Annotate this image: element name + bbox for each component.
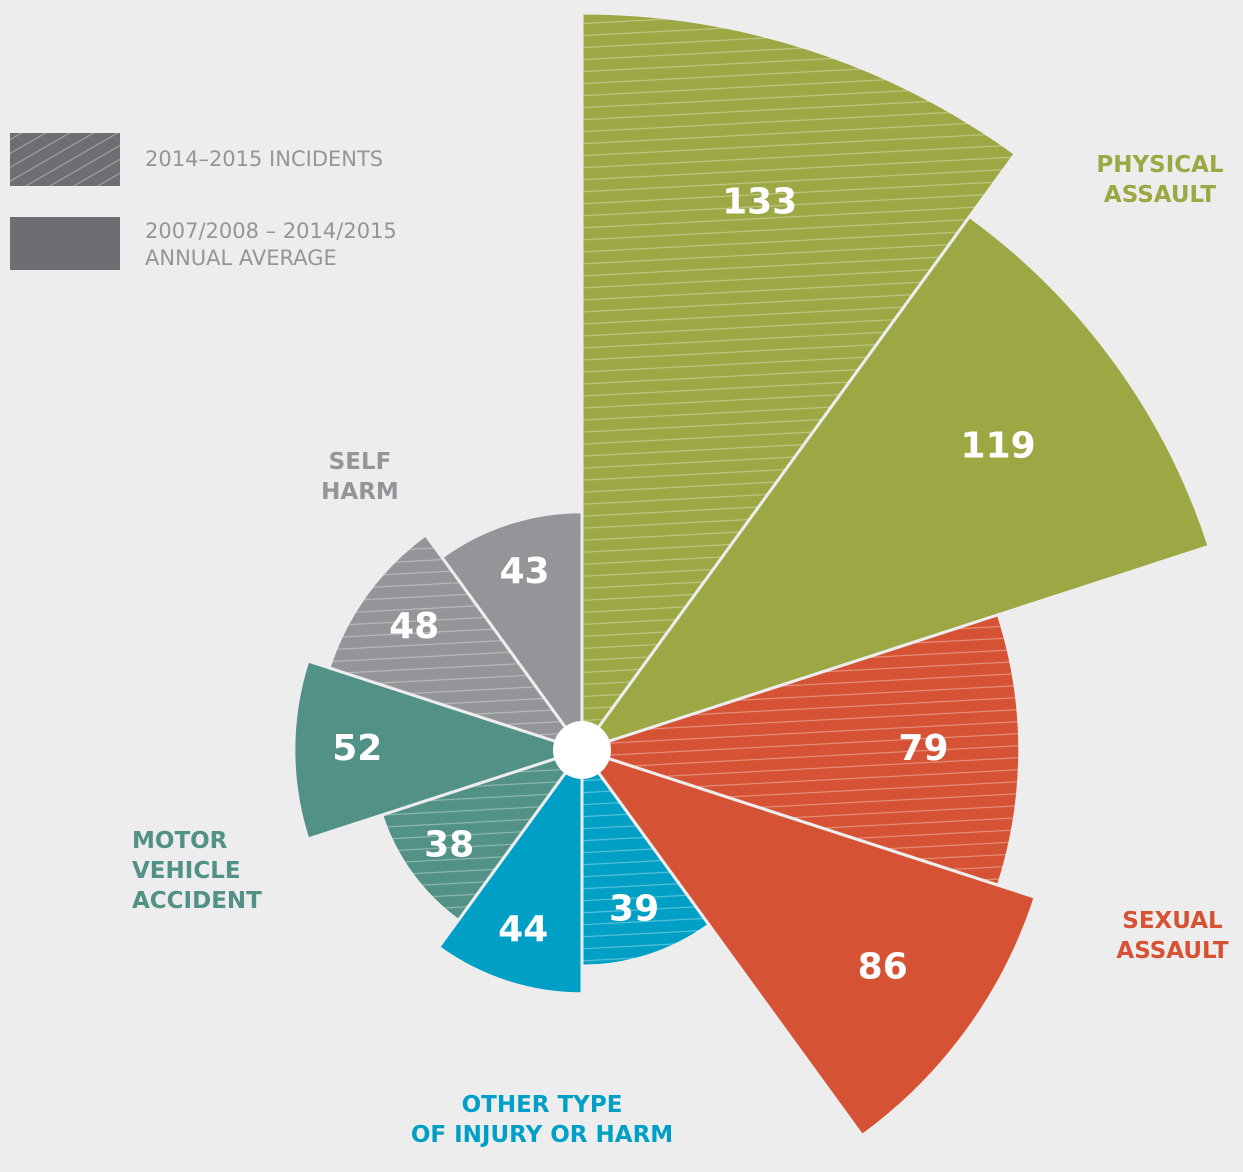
value-label: 86 — [858, 946, 908, 987]
category-label: PHYSICAL ASSAULT — [1096, 152, 1224, 208]
value-label: 119 — [961, 426, 1036, 467]
category-label: MOTOR VEHICLE ACCIDENT — [132, 828, 262, 914]
legend-swatch — [10, 217, 120, 270]
wedge — [580, 745, 712, 968]
value-label: 133 — [722, 181, 797, 222]
wedge — [578, 747, 1038, 1138]
wedge — [580, 11, 1018, 755]
wedge — [578, 214, 1212, 753]
wedge — [327, 532, 586, 753]
wedge — [292, 659, 587, 841]
legend-swatch — [10, 133, 120, 186]
center-hole — [553, 721, 611, 779]
legend-label: 2014–2015 INCIDENTS — [145, 147, 384, 171]
category-label: SELF HARM — [321, 449, 399, 505]
wedge — [439, 510, 584, 755]
wedge — [577, 612, 1022, 888]
value-label: 44 — [498, 909, 548, 950]
legend-label: 2007/2008 – 2014/2015 ANNUAL AVERAGE — [145, 219, 397, 270]
value-label: 38 — [424, 825, 474, 866]
category-label: SEXUAL ASSAULT — [1116, 908, 1229, 964]
value-label: 43 — [500, 551, 550, 592]
value-label: 79 — [898, 728, 948, 769]
wedge — [379, 747, 586, 923]
wedge — [436, 745, 584, 996]
value-label: 48 — [389, 606, 439, 647]
category-label: OTHER TYPE OF INJURY OR HARM — [410, 1092, 674, 1148]
value-label: 39 — [609, 888, 659, 929]
value-label: 52 — [332, 728, 382, 769]
